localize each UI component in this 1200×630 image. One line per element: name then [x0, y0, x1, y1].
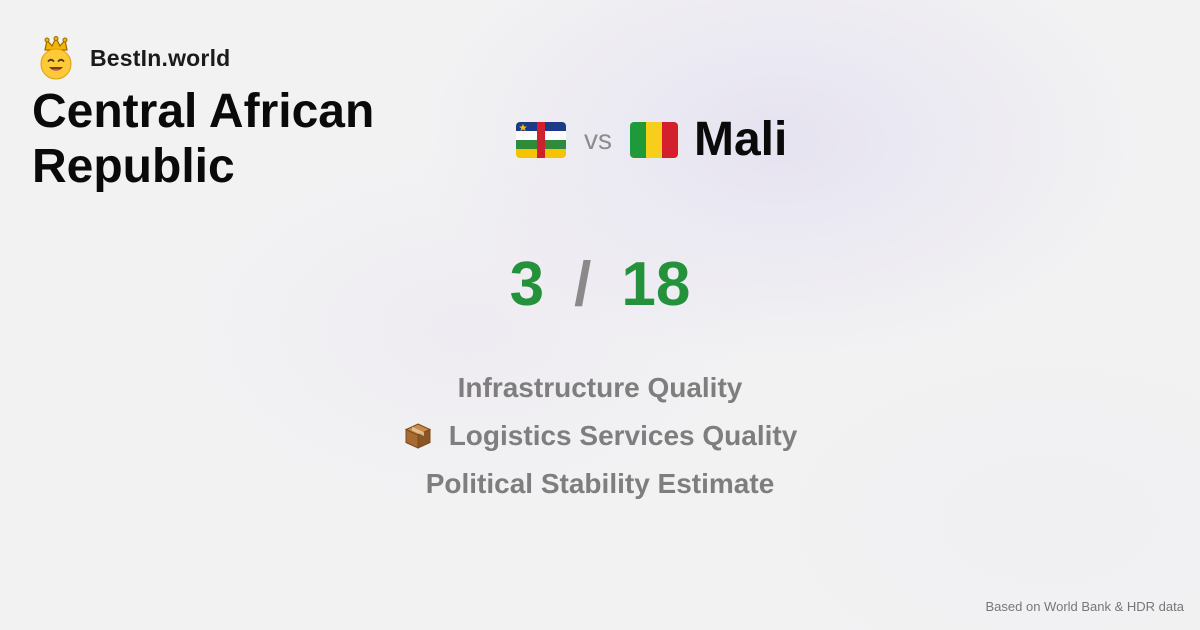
metric-item: Infrastructure Quality	[0, 364, 1200, 412]
central-african-republic-flag-icon	[516, 121, 566, 158]
brand-name: BestIn.world	[90, 44, 231, 71]
brand-logo-link[interactable]: BestIn.world	[38, 36, 230, 80]
metrics-list: Infrastructure Quality Logistics Service…	[0, 364, 1200, 508]
page-title: Central African Republic	[32, 85, 375, 193]
metric-label: Infrastructure Quality	[457, 372, 743, 403]
metric-item: Political Stability Estimate	[0, 460, 1200, 508]
score-display: 3 / 18	[0, 250, 1200, 320]
data-source-note: Based on World Bank & HDR data	[985, 599, 1184, 614]
metric-item: Logistics Services Quality	[0, 412, 1200, 460]
crowned-smiley-icon	[40, 36, 72, 80]
vs-label: vs	[584, 123, 612, 155]
metric-label: Logistics Services Quality	[448, 420, 798, 451]
opponent-country-name: Mali	[694, 113, 788, 166]
mali-flag-icon	[630, 121, 678, 158]
package-icon	[404, 423, 431, 449]
score-separator: /	[574, 250, 592, 319]
versus-row: vs Mali	[516, 112, 787, 167]
score-right: 18	[621, 250, 691, 319]
metric-label: Political Stability Estimate	[425, 468, 775, 499]
score-left: 3	[509, 250, 545, 319]
